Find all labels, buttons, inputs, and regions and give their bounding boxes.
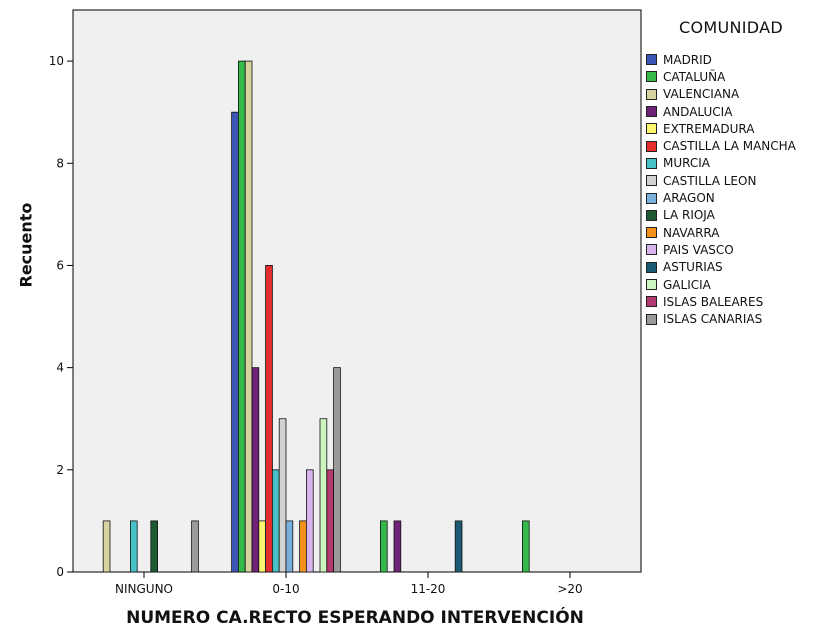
legend-swatch bbox=[646, 106, 657, 117]
legend-label: VALENCIANA bbox=[663, 87, 739, 101]
bar-valenciana-1 bbox=[245, 61, 252, 572]
legend-label: MURCIA bbox=[663, 156, 710, 170]
x-tick-label: 11-20 bbox=[411, 582, 446, 596]
legend-item: NAVARRA bbox=[646, 224, 826, 241]
legend-swatch bbox=[646, 89, 657, 100]
bar-extremadura-1 bbox=[259, 521, 266, 572]
legend-item: GALICIA bbox=[646, 276, 826, 293]
legend-item: ISLAS CANARIAS bbox=[646, 310, 826, 327]
legend-item: MADRID bbox=[646, 51, 826, 68]
legend-label: ISLAS BALEARES bbox=[663, 295, 763, 309]
legend: COMUNIDAD MADRID CATALUÑA VALENCIANA ANDALU… bbox=[646, 18, 826, 328]
legend-swatch bbox=[646, 296, 657, 307]
bar-asturias-2 bbox=[455, 521, 462, 572]
x-tick-label: 0-10 bbox=[272, 582, 299, 596]
x-axis-label: NUMERO CA.RECTO ESPERANDO INTERVENCIÓN bbox=[70, 608, 640, 628]
bar-castilla-leon-1 bbox=[279, 419, 286, 572]
legend-item: LA RIOJA bbox=[646, 207, 826, 224]
legend-item: MURCIA bbox=[646, 155, 826, 172]
legend-item: ASTURIAS bbox=[646, 259, 826, 276]
bar-andalucia-2 bbox=[394, 521, 401, 572]
legend-label: MADRID bbox=[663, 53, 712, 67]
legend-swatch bbox=[646, 71, 657, 82]
y-tick-label: 8 bbox=[56, 156, 64, 170]
x-axis: NINGUNO 0-10 11-20 >20 bbox=[115, 572, 583, 596]
bar-murcia-1 bbox=[272, 470, 279, 572]
legend-swatch bbox=[646, 279, 657, 290]
legend-swatch bbox=[646, 244, 657, 255]
bar-pais-vasco-1 bbox=[306, 470, 313, 572]
bar-navarra-1 bbox=[300, 521, 307, 572]
bar-islas-baleares-1 bbox=[327, 470, 334, 572]
legend-item: PAIS VASCO bbox=[646, 241, 826, 258]
bar-cataluña-3 bbox=[522, 521, 529, 572]
legend-swatch bbox=[646, 158, 657, 169]
bar-castilla-la-mancha-1 bbox=[266, 265, 273, 572]
bar-murcia-0 bbox=[130, 521, 137, 572]
bar-madrid-1 bbox=[232, 112, 239, 572]
legend-label: CASTILLA LA MANCHA bbox=[663, 139, 796, 153]
legend-item: VALENCIANA bbox=[646, 86, 826, 103]
legend-swatch bbox=[646, 123, 657, 134]
legend-label: CASTILLA LEON bbox=[663, 174, 756, 188]
legend-item: CASTILLA LEON bbox=[646, 172, 826, 189]
legend-item: CATALUÑA bbox=[646, 68, 826, 85]
y-axis-label: Recuento bbox=[17, 248, 36, 288]
bar-cataluña-1 bbox=[238, 61, 245, 572]
bar-galicia-1 bbox=[320, 419, 327, 572]
legend-label: EXTREMADURA bbox=[663, 122, 755, 136]
legend-swatch bbox=[646, 175, 657, 186]
bar-valenciana-0 bbox=[103, 521, 110, 572]
legend-label: ASTURIAS bbox=[663, 260, 723, 274]
legend-swatch bbox=[646, 314, 657, 325]
bar-aragon-1 bbox=[286, 521, 293, 572]
legend-item: ARAGON bbox=[646, 189, 826, 206]
legend-swatch bbox=[646, 262, 657, 273]
bar-andalucia-1 bbox=[252, 368, 259, 572]
bar-islas-canarias-0 bbox=[192, 521, 199, 572]
legend-swatch bbox=[646, 193, 657, 204]
bar-la-rioja-0 bbox=[151, 521, 158, 572]
legend-swatch bbox=[646, 54, 657, 65]
x-tick-label: >20 bbox=[557, 582, 582, 596]
legend-label: PAIS VASCO bbox=[663, 243, 734, 257]
legend-label: LA RIOJA bbox=[663, 208, 715, 222]
legend-label: ANDALUCIA bbox=[663, 105, 732, 119]
y-tick-label: 2 bbox=[56, 463, 64, 477]
legend-item: ANDALUCIA bbox=[646, 103, 826, 120]
bar-islas-canarias-1 bbox=[334, 368, 341, 572]
bar-cataluña-2 bbox=[380, 521, 387, 572]
legend-swatch bbox=[646, 210, 657, 221]
legend-label: ARAGON bbox=[663, 191, 715, 205]
y-axis: 0 2 4 6 8 10 bbox=[49, 54, 73, 579]
legend-item: EXTREMADURA bbox=[646, 120, 826, 137]
legend-item: ISLAS BALEARES bbox=[646, 293, 826, 310]
legend-items: MADRID CATALUÑA VALENCIANA ANDALUCIA EXTREMA… bbox=[646, 51, 826, 328]
y-tick-label: 6 bbox=[56, 258, 64, 272]
legend-label: GALICIA bbox=[663, 278, 711, 292]
legend-swatch bbox=[646, 227, 657, 238]
y-tick-label: 10 bbox=[49, 54, 64, 68]
legend-swatch bbox=[646, 141, 657, 152]
y-tick-label: 4 bbox=[56, 361, 64, 375]
legend-label: NAVARRA bbox=[663, 226, 719, 240]
plot-area bbox=[73, 10, 641, 572]
x-tick-label: NINGUNO bbox=[115, 582, 173, 596]
y-tick-label: 0 bbox=[56, 565, 64, 579]
legend-item: CASTILLA LA MANCHA bbox=[646, 137, 826, 154]
legend-title: COMUNIDAD bbox=[679, 18, 826, 37]
legend-label: ISLAS CANARIAS bbox=[663, 312, 762, 326]
legend-label: CATALUÑA bbox=[663, 70, 725, 84]
